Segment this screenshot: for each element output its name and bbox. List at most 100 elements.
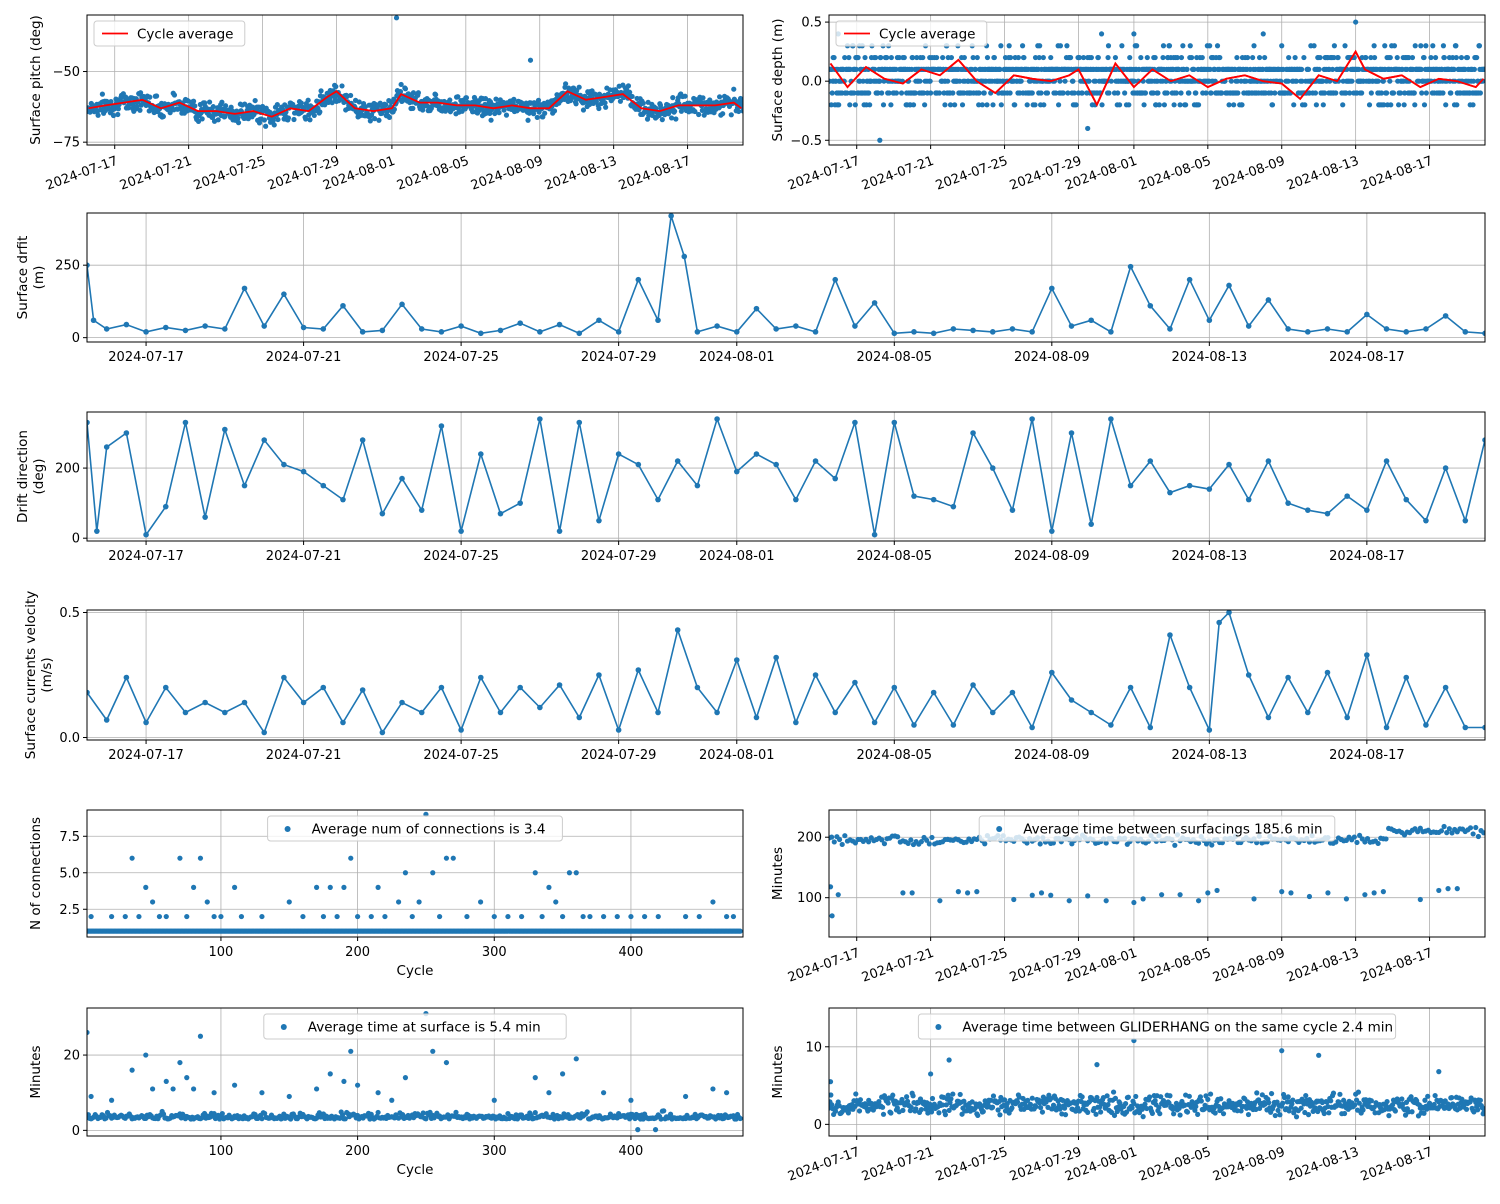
data-point bbox=[1105, 1102, 1110, 1107]
data-point bbox=[1474, 55, 1479, 60]
data-point bbox=[656, 914, 661, 919]
x-tick-label: 2024-07-25 bbox=[192, 154, 268, 194]
data-point bbox=[990, 710, 996, 716]
data-point bbox=[956, 889, 961, 894]
data-point bbox=[1245, 55, 1250, 60]
data-point bbox=[1229, 79, 1234, 84]
data-point bbox=[1187, 277, 1193, 283]
data-point bbox=[1325, 670, 1331, 676]
data-point bbox=[348, 856, 353, 861]
data-point bbox=[380, 730, 386, 736]
data-point bbox=[1383, 836, 1388, 841]
data-point bbox=[286, 115, 291, 120]
y-tick-label: 0.0 bbox=[59, 731, 80, 746]
data-point bbox=[655, 317, 661, 323]
data-point bbox=[1167, 632, 1173, 638]
data-point bbox=[202, 323, 208, 329]
data-point bbox=[1037, 43, 1042, 48]
data-point bbox=[1477, 43, 1482, 48]
data-point bbox=[1439, 828, 1444, 833]
data-point bbox=[1317, 55, 1322, 60]
data-point bbox=[630, 94, 635, 99]
data-point bbox=[191, 1086, 196, 1091]
data-point bbox=[636, 667, 642, 673]
data-point bbox=[535, 115, 540, 120]
data-point bbox=[560, 914, 565, 919]
data-point bbox=[1020, 43, 1025, 48]
data-point bbox=[1375, 841, 1380, 846]
data-point bbox=[540, 914, 545, 919]
data-point bbox=[1433, 55, 1438, 60]
data-point bbox=[626, 83, 631, 88]
data-point bbox=[320, 685, 326, 691]
x-axis-label: Cycle bbox=[397, 1162, 434, 1178]
scatter-series bbox=[826, 1038, 1487, 1119]
data-point bbox=[1344, 493, 1350, 499]
data-point bbox=[1161, 43, 1166, 48]
data-point bbox=[1313, 90, 1318, 95]
data-point bbox=[1155, 90, 1160, 95]
data-point bbox=[340, 303, 346, 309]
y-axis-label: Minutes bbox=[28, 1045, 44, 1098]
y-tick-label: −75 bbox=[53, 136, 80, 151]
data-point bbox=[1127, 55, 1132, 60]
data-point bbox=[945, 79, 950, 84]
data-point bbox=[1207, 317, 1213, 323]
data-point bbox=[628, 914, 633, 919]
data-point bbox=[1038, 1105, 1043, 1110]
data-point bbox=[1088, 317, 1094, 323]
data-point bbox=[1272, 90, 1277, 95]
x-tick-label: 2024-08-17 bbox=[1359, 946, 1435, 986]
x-tick-label: 2024-08-13 bbox=[1172, 549, 1248, 564]
data-point bbox=[975, 55, 980, 60]
data-point bbox=[287, 899, 292, 904]
data-point bbox=[1167, 326, 1173, 332]
data-point bbox=[1195, 1112, 1200, 1117]
data-point bbox=[731, 87, 736, 92]
data-point bbox=[376, 1110, 381, 1115]
data-point bbox=[1273, 1113, 1278, 1118]
data-point bbox=[348, 1049, 353, 1054]
data-point bbox=[1251, 43, 1256, 48]
data-point bbox=[1157, 102, 1162, 107]
legend: Cycle average bbox=[94, 21, 245, 46]
data-point bbox=[157, 914, 162, 919]
data-point bbox=[1301, 55, 1306, 60]
data-point bbox=[832, 476, 838, 482]
series-markers bbox=[84, 213, 1488, 336]
data-point bbox=[636, 277, 642, 283]
data-point bbox=[1270, 102, 1275, 107]
y-axis-label: Surface currents velocity bbox=[23, 591, 39, 760]
y-tick-label: 0 bbox=[72, 1124, 80, 1139]
data-point bbox=[1382, 43, 1387, 48]
data-point bbox=[1038, 90, 1043, 95]
data-point bbox=[675, 627, 681, 633]
data-point bbox=[143, 1052, 148, 1057]
data-point bbox=[909, 1105, 914, 1110]
data-point bbox=[533, 1075, 538, 1080]
data-point bbox=[1105, 1093, 1110, 1098]
data-point bbox=[493, 96, 498, 101]
data-point bbox=[1364, 652, 1370, 658]
data-point bbox=[1080, 1094, 1085, 1099]
data-point bbox=[163, 325, 169, 331]
data-point bbox=[533, 870, 538, 875]
data-point bbox=[239, 914, 244, 919]
data-point bbox=[1187, 685, 1193, 691]
data-point bbox=[1141, 896, 1146, 901]
data-point bbox=[710, 1086, 715, 1091]
data-point bbox=[700, 95, 705, 100]
data-point bbox=[908, 837, 913, 842]
data-point bbox=[303, 116, 308, 121]
data-point bbox=[1328, 1098, 1333, 1103]
data-point bbox=[846, 55, 851, 60]
grid bbox=[87, 610, 1485, 740]
data-point bbox=[1314, 102, 1319, 107]
x-tick-label: 200 bbox=[345, 945, 370, 960]
data-point bbox=[150, 1086, 155, 1091]
data-point bbox=[1178, 90, 1183, 95]
data-point bbox=[89, 1094, 94, 1099]
data-point bbox=[672, 109, 677, 114]
data-point bbox=[192, 103, 197, 108]
data-point bbox=[970, 682, 976, 688]
